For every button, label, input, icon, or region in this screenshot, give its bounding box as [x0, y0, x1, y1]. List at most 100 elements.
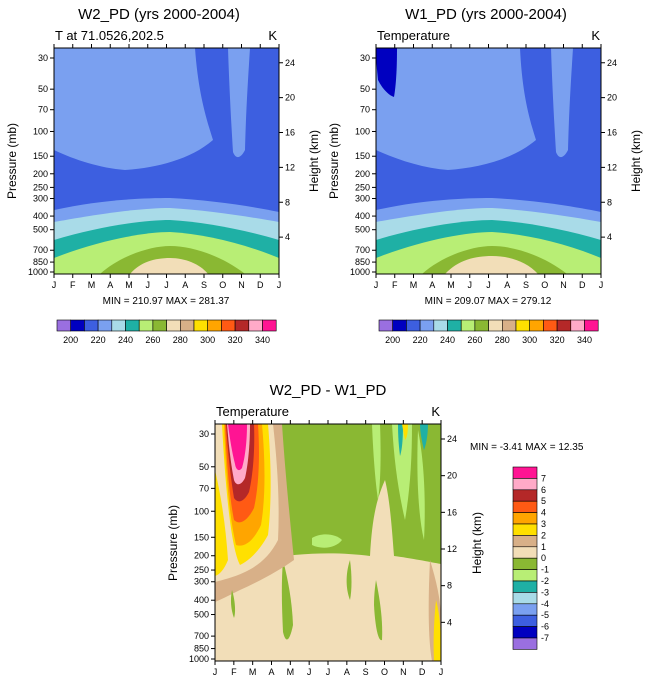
colorbar-swatch [512, 466, 538, 479]
panel-w1-stats: MIN = 209.07 MAX = 279.12 [425, 296, 552, 307]
panel-w2: W2_PD (yrs 2000-2004) T at 71.0526,202.5… [5, 6, 321, 345]
colorbar-label: 200 [63, 335, 78, 345]
colorbar-swatch [193, 319, 208, 332]
colorbar-label: 300 [522, 335, 537, 345]
panel-w2-left-label: T at 71.0526,202.5 [55, 28, 164, 43]
colorbar-label: -6 [541, 622, 549, 632]
pressure-tick-label: 30 [360, 53, 370, 63]
pressure-tick-label: 70 [360, 105, 370, 115]
contour-fill-light-blue [54, 48, 213, 170]
colorbar-swatch [180, 319, 195, 332]
colorbar-label: -3 [541, 587, 549, 597]
colorbar-swatch [512, 637, 538, 650]
colorbar-swatch [474, 319, 489, 332]
panel-w2-plot [53, 47, 280, 275]
panel-diff: W2_PD - W1_PD Temperature K [166, 382, 584, 677]
colorbar-swatch [512, 546, 538, 559]
colorbar-swatch [460, 319, 476, 332]
colorbar-swatch [138, 319, 154, 332]
x-tick-label: J [213, 667, 218, 677]
colorbar-swatch [70, 319, 85, 332]
contour-fill-green-intrusion-1 [281, 560, 293, 640]
x-tick-label: M [447, 280, 455, 290]
panel-w1-title: W1_PD (yrs 2000-2004) [405, 6, 567, 23]
height-tick-label: 16 [607, 128, 617, 138]
pressure-tick-label: 30 [38, 53, 48, 63]
panel-w1-ylabel-right: Height (km) [629, 130, 643, 192]
colorbar-label: -7 [541, 633, 549, 643]
pressure-tick-label: 700 [33, 245, 48, 255]
pressure-tick-label: 1000 [28, 267, 48, 277]
pressure-tick-label: 300 [194, 577, 209, 587]
colorbar-swatch [512, 478, 538, 491]
colorbar-label: 260 [467, 335, 482, 345]
pressure-tick-label: 100 [194, 506, 209, 516]
pressure-tick-label: 400 [194, 595, 209, 605]
panel-w1-plot [375, 47, 602, 275]
pressure-tick-label: 100 [33, 126, 48, 136]
pressure-tick-label: 850 [194, 644, 209, 654]
height-tick-label: 8 [447, 581, 452, 591]
x-tick-label: J [374, 280, 379, 290]
height-tick-label: 4 [447, 617, 452, 627]
panel-diff-title: W2_PD - W1_PD [270, 382, 387, 399]
pressure-tick-label: 300 [355, 194, 370, 204]
contour-fill-light-blue-2 [228, 48, 250, 158]
panel-w2-ylabel: Pressure (mb) [5, 123, 19, 199]
contour-fill-lightgreen-blob-1 [312, 534, 342, 548]
panel-diff-unit: K [431, 404, 440, 419]
colorbar-swatch [419, 319, 435, 332]
height-tick-label: 4 [285, 232, 290, 242]
colorbar-label: 2 [541, 530, 546, 540]
colorbar-label: 220 [413, 335, 428, 345]
x-tick-label: M [410, 280, 418, 290]
x-tick-label: F [231, 667, 237, 677]
contour-fill-lightgreen-streak-3 [417, 430, 425, 540]
pressure-tick-label: 150 [33, 151, 48, 161]
pressure-tick-label: 1000 [350, 267, 370, 277]
colorbar-label: -5 [541, 610, 549, 620]
contour-fill-lightgreen-streak-1 [372, 424, 381, 500]
colorbar-swatch [529, 319, 544, 332]
panel-w1-colorbar: 200 220 240 260 280 300 320 340 [378, 319, 599, 345]
colorbar-label: 300 [200, 335, 215, 345]
colorbar-swatch [433, 319, 448, 332]
contour-fill-band-tan [130, 258, 208, 274]
contour-fill-band-tan [445, 256, 538, 274]
colorbar-swatch [512, 603, 538, 616]
colorbar-swatch [207, 319, 222, 332]
pressure-tick-label: 300 [33, 194, 48, 204]
colorbar-swatch [378, 319, 393, 332]
colorbar-swatch [488, 319, 503, 332]
colorbar-label: 7 [541, 473, 546, 483]
x-tick-label: N [238, 280, 245, 290]
x-tick-label: F [392, 280, 398, 290]
height-tick-label: 8 [607, 197, 612, 207]
colorbar-swatch [248, 319, 263, 332]
x-tick-label: D [257, 280, 264, 290]
height-tick-label: 12 [607, 162, 617, 172]
pressure-tick-label: 850 [33, 257, 48, 267]
x-tick-label: J [277, 280, 282, 290]
colorbar-label: 340 [577, 335, 592, 345]
colorbar-swatch [447, 319, 462, 332]
colorbar-label: 0 [541, 553, 546, 563]
colorbar-swatch [512, 557, 538, 570]
panel-w2-colorbar: 200 220 240 260 280 300 320 340 [56, 319, 277, 345]
colorbar-swatch [111, 319, 126, 332]
pressure-tick-label: 500 [355, 225, 370, 235]
colorbar-label: 280 [173, 335, 188, 345]
colorbar-label: 5 [541, 496, 546, 506]
panel-w2-stats: MIN = 210.97 MAX = 281.37 [103, 296, 230, 307]
panel-diff-axes: J F M A M J J A S O N D J 30 50 70 100 150 200 250 300 400 500… [189, 420, 457, 677]
pressure-tick-label: 200 [355, 169, 370, 179]
panel-w2-unit: K [268, 28, 277, 43]
colorbar-label: 6 [541, 485, 546, 495]
pressure-tick-label: 70 [199, 483, 209, 493]
contour-fill-green-intrusion-3 [346, 560, 352, 600]
height-tick-label: 24 [447, 434, 457, 444]
contour-fill-light-blue-2 [551, 48, 573, 158]
pressure-tick-label: 50 [38, 84, 48, 94]
x-tick-label: O [541, 280, 548, 290]
